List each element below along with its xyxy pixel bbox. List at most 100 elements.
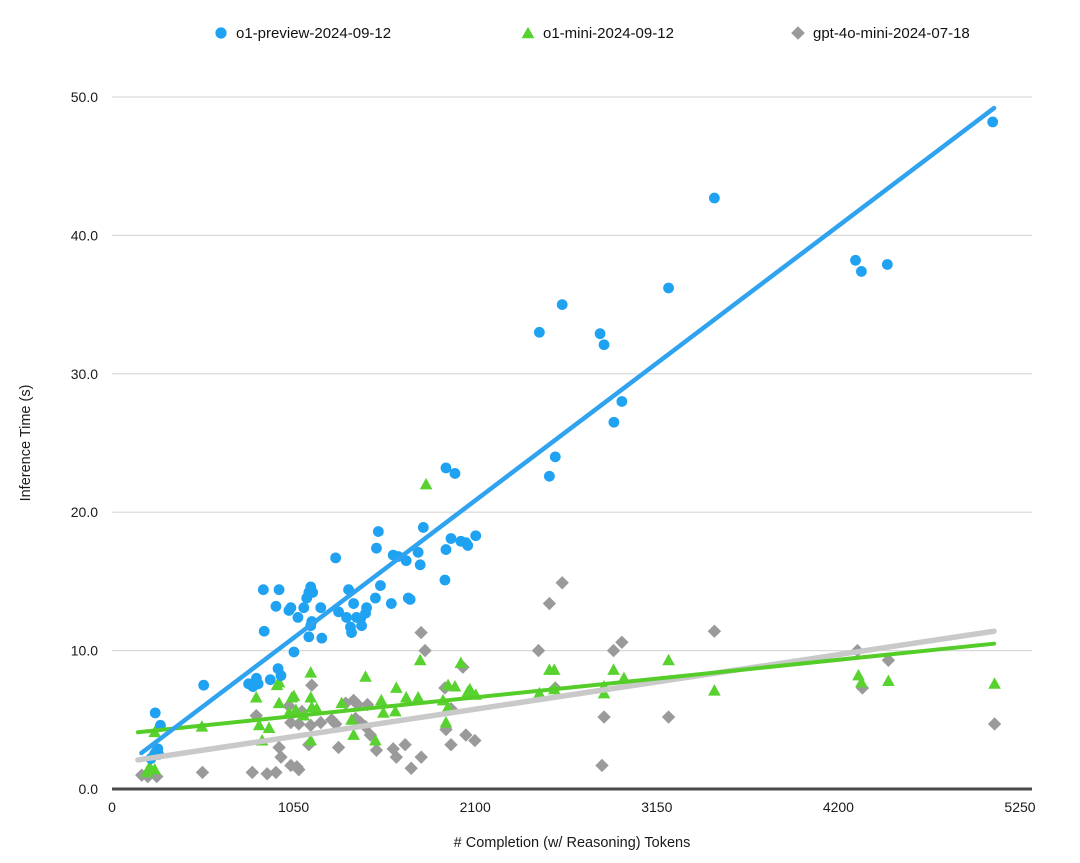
y-tick-label: 10.0 bbox=[71, 643, 98, 659]
data-point-circle bbox=[273, 584, 285, 596]
data-point-diamond bbox=[363, 728, 378, 742]
y-axis-title: Inference Time (s) bbox=[18, 385, 34, 502]
data-point-triangle bbox=[662, 653, 675, 666]
data-point-triangle bbox=[882, 674, 895, 686]
data-point-triangle bbox=[413, 653, 427, 666]
data-point-circle bbox=[462, 540, 474, 551]
data-point-triangle bbox=[388, 704, 402, 717]
data-point-diamond bbox=[615, 635, 629, 649]
data-point-circle bbox=[315, 602, 327, 614]
legend-item-2: gpt-4o-mini-2024-07-18 bbox=[791, 22, 970, 44]
data-point-circle bbox=[449, 468, 461, 479]
data-point-diamond bbox=[661, 710, 676, 724]
data-point-diamond bbox=[881, 653, 896, 667]
data-point-circle bbox=[303, 631, 315, 643]
data-point-triangle bbox=[399, 691, 413, 703]
data-point-circle bbox=[372, 526, 384, 537]
data-point-diamond bbox=[272, 740, 286, 755]
x-tick-label: 4200 bbox=[823, 799, 854, 815]
data-point-triangle bbox=[448, 679, 462, 692]
y-tick-label: 30.0 bbox=[71, 366, 98, 382]
data-point-circle bbox=[198, 679, 210, 691]
data-point-diamond bbox=[346, 693, 361, 708]
x-tick-label: 3150 bbox=[641, 799, 672, 815]
legend-label: o1-preview-2024-09-12 bbox=[236, 24, 392, 42]
data-point-circle bbox=[549, 451, 561, 463]
data-point-diamond bbox=[304, 718, 318, 733]
data-point-diamond bbox=[274, 750, 288, 764]
data-point-triangle bbox=[304, 691, 318, 703]
data-point-circle bbox=[264, 674, 276, 686]
legend-label: gpt-4o-mini-2024-07-18 bbox=[813, 24, 970, 42]
data-point-triangle bbox=[252, 718, 266, 731]
data-point-circle bbox=[708, 192, 720, 204]
data-point-diamond bbox=[282, 699, 296, 713]
data-point-circle bbox=[470, 530, 482, 542]
data-point-diamond bbox=[398, 738, 412, 752]
data-point-diamond bbox=[414, 625, 428, 640]
data-point-diamond bbox=[595, 758, 609, 773]
data-point-circle bbox=[608, 416, 620, 428]
data-point-triangle bbox=[439, 715, 453, 728]
data-point-triangle bbox=[345, 713, 358, 725]
data-point-triangle bbox=[988, 677, 1001, 689]
x-tick-label: 2100 bbox=[460, 799, 491, 815]
data-point-triangle bbox=[359, 670, 372, 682]
data-point-circle bbox=[594, 328, 606, 340]
data-point-circle bbox=[371, 542, 382, 554]
legend-item-1: o1-mini-2024-09-12 bbox=[521, 22, 674, 44]
data-point-triangle bbox=[708, 684, 721, 696]
data-point-circle bbox=[417, 522, 429, 533]
data-point-triangle bbox=[148, 763, 162, 775]
data-point-circle bbox=[298, 602, 310, 614]
diamond-legend-icon bbox=[791, 26, 805, 40]
data-point-triangle bbox=[411, 691, 425, 703]
data-point-triangle bbox=[304, 733, 318, 746]
data-point-circle bbox=[440, 462, 452, 474]
data-point-circle bbox=[258, 625, 270, 637]
diamond-legend-glyph bbox=[791, 26, 805, 40]
data-point-diamond bbox=[444, 738, 458, 752]
data-point-triangle bbox=[304, 666, 318, 678]
data-point-diamond bbox=[292, 762, 306, 777]
data-point-triangle bbox=[262, 721, 276, 734]
y-tick-label: 50.0 bbox=[71, 89, 98, 105]
data-point-circle bbox=[356, 620, 367, 632]
trend-line bbox=[135, 628, 997, 763]
y-tick-label: 20.0 bbox=[71, 504, 98, 520]
trend-line bbox=[135, 641, 997, 735]
data-point-circle bbox=[370, 592, 381, 604]
trend-line bbox=[139, 105, 997, 756]
data-point-diamond bbox=[305, 678, 319, 692]
data-point-diamond bbox=[260, 767, 274, 781]
data-point-triangle bbox=[441, 700, 455, 713]
data-point-circle bbox=[987, 116, 999, 128]
data-point-diamond bbox=[245, 765, 259, 780]
data-point-diamond bbox=[324, 713, 339, 727]
data-point-triangle bbox=[249, 691, 263, 703]
data-point-circle bbox=[439, 574, 451, 586]
triangle-legend-icon bbox=[521, 26, 535, 39]
data-point-circle bbox=[445, 533, 457, 544]
data-point-diamond bbox=[350, 697, 365, 712]
data-point-triangle bbox=[335, 696, 348, 709]
data-point-triangle bbox=[855, 675, 868, 688]
data-point-diamond bbox=[195, 765, 210, 780]
data-point-circle bbox=[348, 598, 360, 609]
data-point-triangle bbox=[369, 733, 382, 746]
data-point-circle bbox=[663, 282, 674, 294]
data-point-circle bbox=[288, 646, 300, 658]
data-point-diamond bbox=[331, 740, 346, 755]
data-point-circle bbox=[330, 552, 342, 564]
data-point-circle bbox=[400, 555, 412, 567]
data-point-diamond bbox=[555, 576, 569, 590]
y-tick-label: 40.0 bbox=[71, 227, 98, 243]
data-point-circle bbox=[385, 598, 397, 609]
data-point-circle bbox=[414, 559, 426, 571]
data-point-triangle bbox=[310, 702, 324, 714]
data-point-triangle bbox=[547, 663, 561, 675]
data-point-diamond bbox=[418, 643, 432, 658]
data-point-diamond bbox=[150, 769, 164, 784]
